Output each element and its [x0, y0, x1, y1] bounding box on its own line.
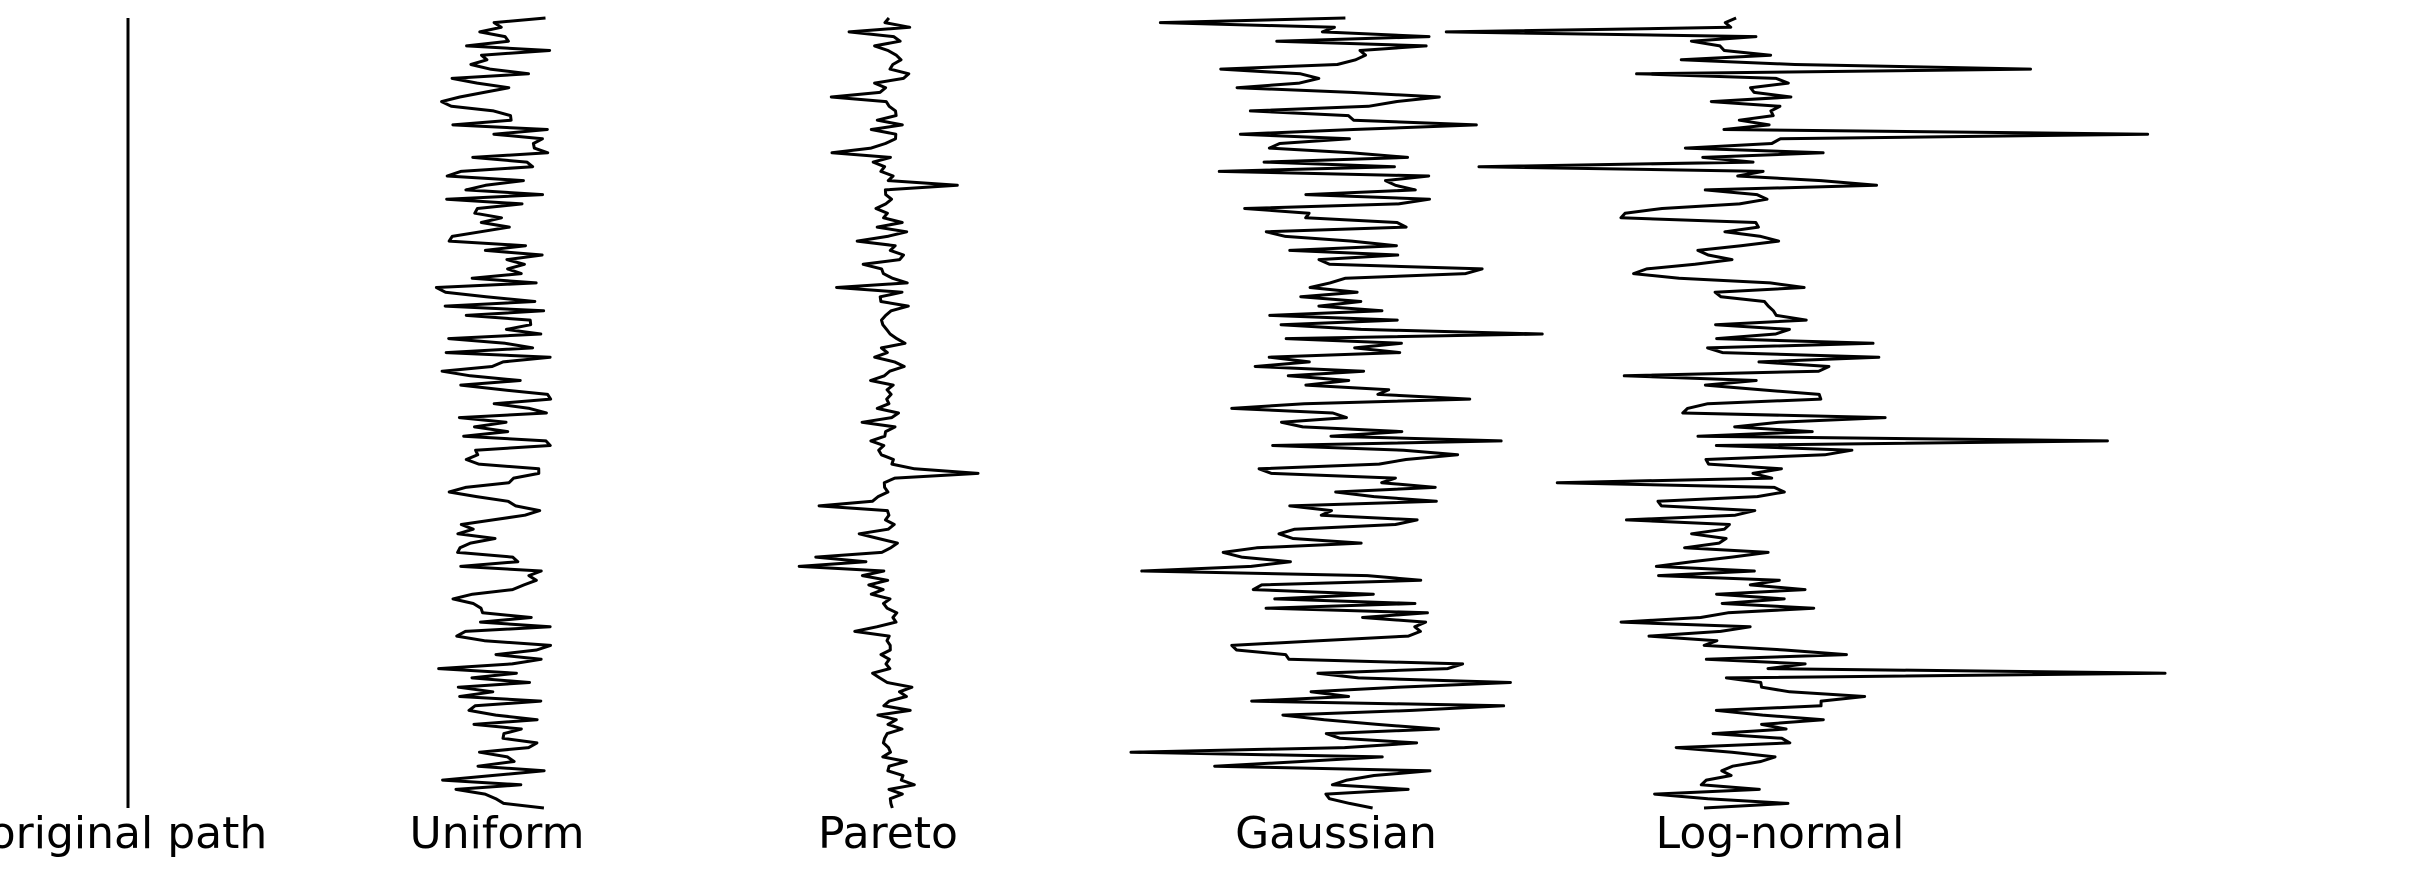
pareto-noise-path-line — [797, 17, 980, 809]
label-pareto: Pareto — [818, 808, 958, 859]
label-uniform: Uniform — [409, 808, 585, 859]
lognormal-noise-path-line — [1444, 16, 2167, 810]
gaussian-noise-path-line — [1129, 16, 1544, 810]
label-gaussian: Gaussian — [1235, 808, 1437, 859]
label-lognormal: Log-normal — [1655, 808, 1905, 859]
uniform-noise-path-line — [434, 16, 553, 810]
label-original-path: original path — [0, 808, 268, 859]
